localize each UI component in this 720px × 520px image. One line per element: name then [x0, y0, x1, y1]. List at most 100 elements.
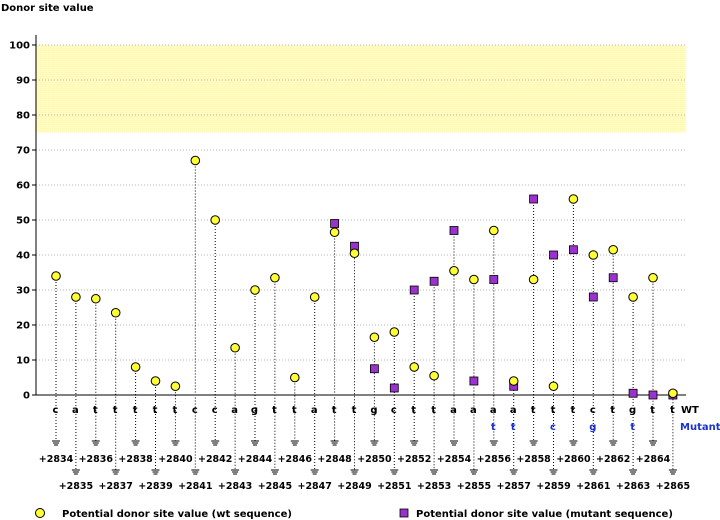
position-label: +2841 [178, 481, 212, 492]
wt-base-label: a [510, 405, 517, 416]
position-label: +2838 [118, 454, 153, 465]
position-label: +2836 [79, 454, 114, 465]
wt-row-label: WT [681, 405, 699, 416]
wt-base-label: c [53, 405, 59, 416]
position-label: +2852 [397, 454, 431, 465]
y-tick-label: 90 [16, 76, 30, 87]
mutant-point [549, 250, 558, 260]
position-label: +2859 [536, 481, 570, 492]
legend: Potential donor site value (wt sequence)… [35, 508, 673, 520]
position-label: +2861 [576, 481, 610, 492]
mutant-point [588, 292, 598, 302]
mutant-point [648, 390, 658, 400]
legend-wt-marker [35, 508, 45, 518]
wt-base-label: a [72, 405, 79, 416]
wt-point [409, 362, 420, 372]
position-label: +2835 [59, 481, 93, 492]
y-tick-label: 40 [16, 251, 30, 262]
wt-point [489, 225, 499, 236]
wt-base-label: c [391, 405, 397, 416]
y-tick-label: 0 [23, 391, 30, 402]
mutant-point [628, 388, 638, 398]
position-label: +2865 [656, 481, 690, 492]
mutant-point [409, 285, 419, 295]
wt-point [369, 332, 380, 343]
mutant-point [429, 276, 439, 286]
position-label: +2851 [377, 481, 411, 492]
position-label: +2856 [477, 454, 512, 465]
position-label: +2858 [516, 454, 551, 465]
wt-point [608, 244, 619, 255]
wt-base-label: t [292, 405, 297, 416]
wt-point [508, 376, 519, 386]
wt-base-label: a [470, 405, 477, 416]
position-label: +2842 [198, 454, 232, 465]
wt-point [130, 362, 141, 372]
position-label: +2845 [258, 481, 292, 492]
plot-area: 0 10 20 30 40 50 60 70 80 90 100 c +2834 a +2835 t +2836… [9, 35, 720, 492]
wt-point [528, 274, 539, 285]
mutant-point [608, 273, 618, 283]
wt-base-label: a [231, 405, 238, 416]
wt-base-label: g [251, 405, 258, 416]
wt-base-label: t [531, 405, 536, 416]
wt-point [349, 248, 360, 259]
wt-base-label: c [192, 405, 198, 416]
wt-point [91, 293, 101, 304]
mutant-point [489, 275, 499, 284]
position-label: +2850 [357, 454, 392, 465]
wt-point [389, 327, 400, 337]
y-tick-label: 50 [16, 216, 30, 227]
mutant-base-label: t [630, 422, 635, 433]
wt-point [648, 272, 658, 283]
position-label: +2854 [437, 454, 472, 465]
position-label: +2860 [556, 454, 591, 465]
wt-base-label: t [650, 405, 655, 416]
mutant-base-label: t [491, 422, 496, 433]
wt-base-label: t [431, 405, 436, 416]
wt-point [449, 265, 459, 276]
wt-point [588, 250, 599, 260]
y-tick-label: 10 [16, 356, 30, 367]
position-label: +2843 [218, 481, 252, 492]
wt-base-label: t [352, 405, 357, 416]
mutant-base-label: t [511, 422, 516, 433]
mutant-point [389, 383, 399, 393]
wt-point [628, 292, 638, 302]
mutant-point [469, 376, 479, 386]
wt-base-label: t [272, 405, 277, 416]
position-label: +2839 [138, 481, 172, 492]
position-label: +2840 [158, 454, 193, 465]
wt-base-label: t [571, 405, 576, 416]
wt-base-label: g [629, 405, 636, 416]
position-label: +2853 [417, 481, 451, 492]
wt-point [110, 307, 121, 318]
wt-base-label: a [311, 405, 318, 416]
mutant-base-label: c [550, 422, 556, 433]
wt-base-label: c [212, 405, 218, 416]
position-label: +2846 [278, 454, 313, 465]
wt-base-label: t [411, 405, 416, 416]
wt-point [548, 381, 559, 392]
y-tick-label: 60 [16, 181, 30, 192]
wt-base-label: t [670, 405, 675, 416]
wt-point [568, 194, 579, 204]
y-tick-label: 80 [16, 111, 30, 122]
legend-mutant-marker [399, 508, 409, 518]
wt-point [309, 292, 320, 302]
wt-base-label: t [332, 405, 337, 416]
wt-base-label: a [490, 405, 497, 416]
wt-base-label: t [133, 405, 138, 416]
position-label: +2857 [496, 481, 530, 492]
wt-base-label: t [153, 405, 158, 416]
y-tick-label: 30 [16, 286, 30, 297]
wt-point [51, 271, 61, 281]
mutant-point [449, 226, 459, 235]
position-label: +2864 [636, 454, 671, 465]
legend-wt-label: Potential donor site value (wt sequence) [62, 509, 292, 520]
wt-base-label: c [590, 405, 596, 416]
position-label: +2844 [238, 454, 273, 465]
position-label: +2855 [457, 481, 491, 492]
wt-point [170, 381, 181, 392]
